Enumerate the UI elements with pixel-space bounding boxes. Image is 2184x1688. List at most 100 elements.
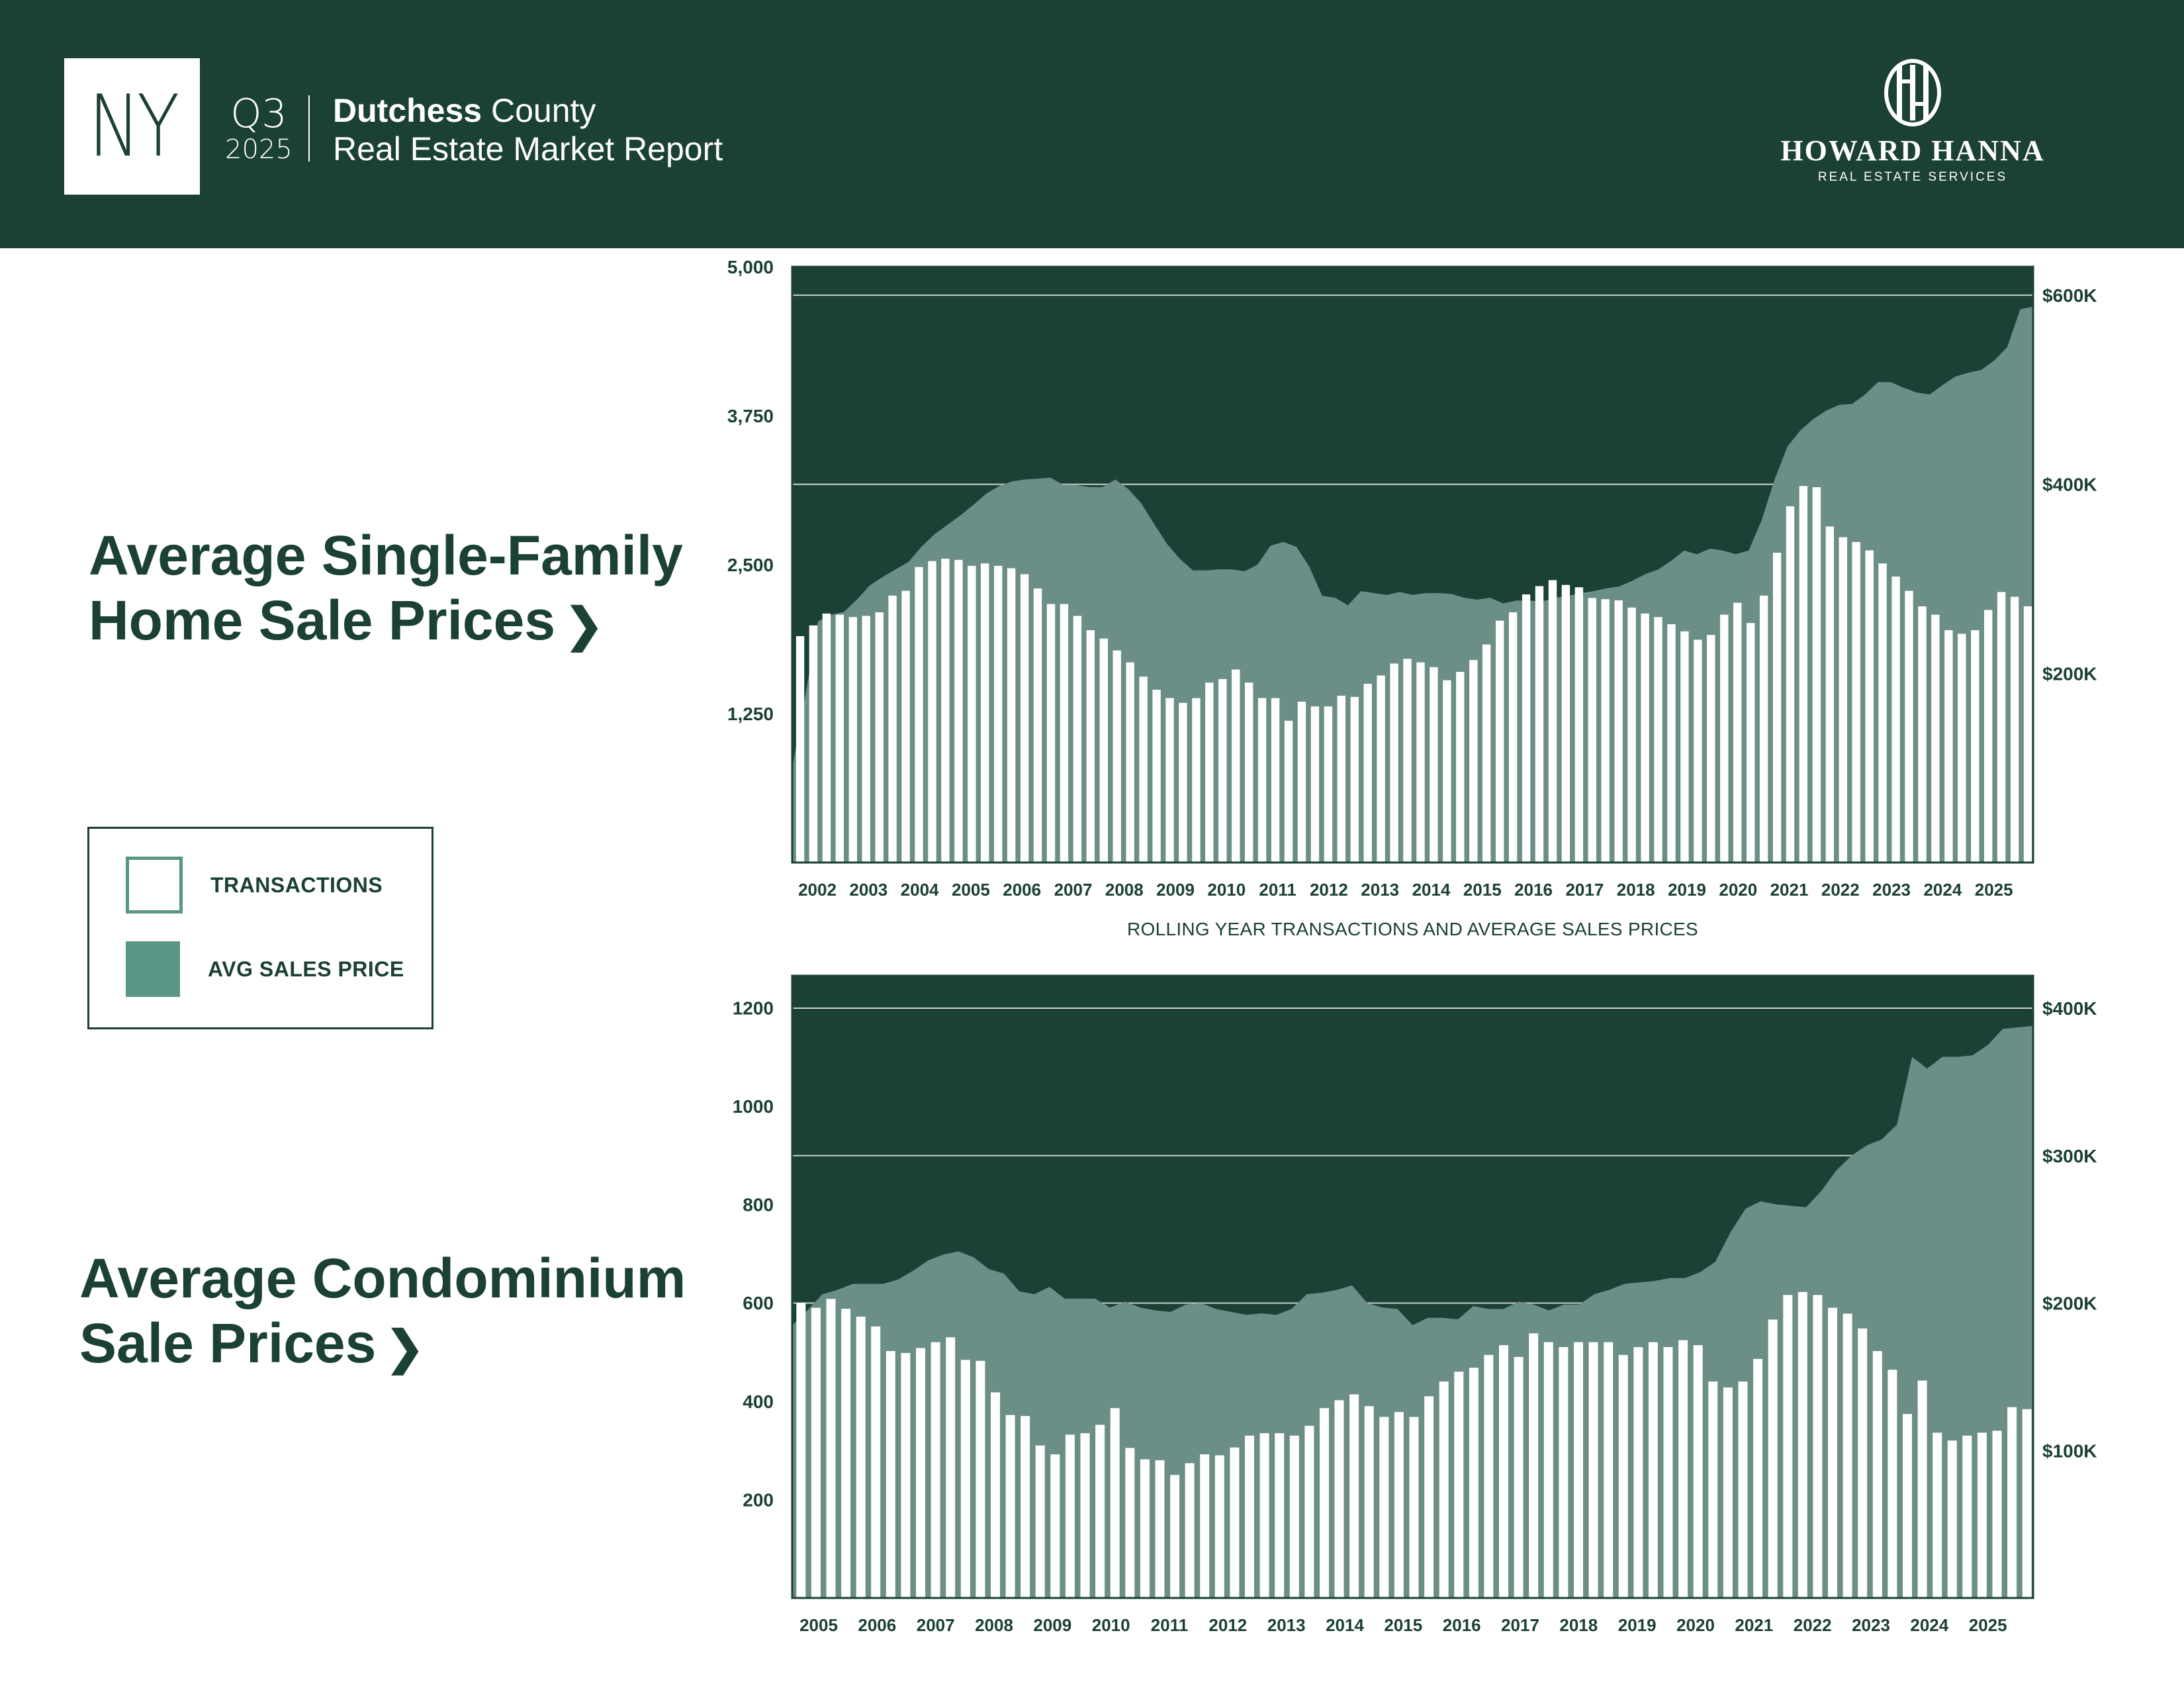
brand-logo: HOWARD HANNA REAL ESTATE SERVICES xyxy=(1760,58,2065,185)
transaction-bar xyxy=(1192,698,1201,863)
transaction-bar xyxy=(871,1326,881,1598)
transaction-bar xyxy=(994,565,1003,863)
transaction-bar xyxy=(1693,1345,1703,1598)
left-axis-tick-label: 600 xyxy=(743,1293,774,1313)
x-axis-tick-label: 2007 xyxy=(1054,880,1093,900)
transaction-bar xyxy=(1992,1430,2002,1598)
report-title: Dutchess County Real Estate Market Repor… xyxy=(333,91,723,168)
transaction-bar xyxy=(1390,663,1398,863)
transaction-bar xyxy=(981,563,989,863)
county-name: Dutchess xyxy=(333,92,482,129)
right-axis-tick-label: $200K xyxy=(2042,663,2097,684)
transaction-bar xyxy=(1891,577,1900,863)
state-badge: NY xyxy=(64,58,200,195)
x-axis-tick-label: 2019 xyxy=(1618,1615,1657,1635)
transaction-bar xyxy=(1350,696,1359,863)
left-axis-tick-label: 200 xyxy=(743,1489,774,1510)
transaction-bar xyxy=(1245,1435,1254,1598)
x-axis-tick-label: 2011 xyxy=(1151,1615,1188,1635)
transaction-bar xyxy=(1035,1445,1045,1598)
transaction-bar xyxy=(1825,526,1834,863)
legend-label-transactions: TRANSACTIONS xyxy=(210,872,383,897)
x-axis-tick-label: 2002 xyxy=(798,880,837,900)
transaction-bar xyxy=(875,612,884,863)
transaction-bar xyxy=(1903,1414,1912,1598)
legend-item-avg-price: AVG SALES PRICE xyxy=(126,941,404,997)
transaction-bar xyxy=(1931,614,1940,863)
transaction-bar xyxy=(1271,698,1280,863)
transaction-bar xyxy=(1482,644,1491,863)
header-divider xyxy=(308,95,310,162)
transaction-bar xyxy=(1469,1368,1479,1598)
transaction-bar xyxy=(1753,1358,1763,1598)
transaction-bar xyxy=(1720,614,1729,863)
transaction-bar xyxy=(1126,662,1134,863)
x-axis-tick-label: 2014 xyxy=(1412,880,1451,900)
transaction-bar xyxy=(888,595,897,863)
transaction-bar xyxy=(1813,1295,1823,1598)
transaction-bar xyxy=(1559,1347,1569,1598)
transaction-bar xyxy=(1020,574,1029,863)
x-axis-tick-label: 2003 xyxy=(849,880,887,900)
single-family-title[interactable]: Average Single-Family Home Sale Prices ❯ xyxy=(89,523,683,657)
brand-name: HOWARD HANNA xyxy=(1780,134,2045,167)
right-axis-tick-label: $400K xyxy=(2042,998,2097,1019)
transaction-bar xyxy=(1852,541,1860,863)
x-axis-tick-label: 2009 xyxy=(1033,1615,1071,1635)
transaction-bar xyxy=(835,614,844,863)
transaction-bar xyxy=(1275,1433,1285,1598)
x-axis-tick-label: 2007 xyxy=(917,1615,955,1635)
report-subtitle: Real Estate Market Report xyxy=(333,130,723,167)
x-axis-tick-label: 2020 xyxy=(1719,880,1757,900)
transaction-bar xyxy=(1259,1433,1269,1598)
county-suffix: County xyxy=(482,92,596,129)
transaction-bar xyxy=(1971,630,1979,863)
transaction-bar xyxy=(1604,1342,1614,1598)
transaction-bar xyxy=(1508,612,1518,863)
transaction-bar xyxy=(941,559,950,863)
transaction-bar xyxy=(901,1352,911,1598)
x-axis-tick-label: 2021 xyxy=(1770,880,1809,900)
x-axis-tick-label: 2006 xyxy=(1003,880,1041,900)
x-axis-tick-label: 2023 xyxy=(1872,880,1911,900)
transaction-bar xyxy=(796,1303,806,1598)
condo-title[interactable]: Average Condominium Sale Prices ❯ xyxy=(79,1246,686,1380)
transaction-bar xyxy=(1905,590,1913,863)
x-axis-tick-label: 2011 xyxy=(1259,880,1296,900)
transaction-bar xyxy=(915,567,923,863)
x-axis-tick-label: 2005 xyxy=(799,1615,838,1635)
x-axis-tick-label: 2005 xyxy=(952,880,990,900)
transaction-bar xyxy=(1535,586,1544,863)
transaction-bar xyxy=(1648,1342,1658,1598)
report-header: NY Q3 2025 Dutchess County Real Estate M… xyxy=(0,0,2184,248)
transaction-bar xyxy=(1454,1372,1464,1598)
transaction-bar xyxy=(1514,1356,1524,1598)
x-axis-tick-label: 2018 xyxy=(1617,880,1655,900)
transaction-bar xyxy=(1152,690,1161,863)
x-axis-tick-label: 2006 xyxy=(858,1615,896,1635)
transaction-bar xyxy=(960,1360,970,1598)
x-axis-tick-label: 2008 xyxy=(1105,880,1144,900)
transaction-bar xyxy=(1424,1396,1434,1598)
transaction-bar xyxy=(1430,667,1438,863)
transaction-bar xyxy=(1200,1454,1210,1598)
right-axis-tick-label: $600K xyxy=(2042,285,2097,306)
transaction-bar xyxy=(809,625,818,863)
single-family-chart: 1,250 2,500 3,750 5,000 $200K $400K $600K 2002 2… xyxy=(727,257,2097,900)
x-axis-tick-label: 2022 xyxy=(1821,880,1860,900)
transaction-bar xyxy=(1977,1432,1987,1598)
transaction-bar xyxy=(1310,706,1320,863)
x-axis-tick-label: 2017 xyxy=(1501,1615,1539,1635)
transaction-bar xyxy=(1872,1351,1882,1598)
chevron-right-icon: ❯ xyxy=(565,598,604,651)
transaction-bar xyxy=(1944,630,1953,863)
plot-frame xyxy=(791,974,2034,1599)
transaction-bar xyxy=(1772,553,1782,863)
x-axis-tick-label: 2015 xyxy=(1384,1615,1422,1635)
transaction-bar xyxy=(1588,598,1596,863)
x-axis-tick-label: 2008 xyxy=(975,1615,1013,1635)
plot-frame xyxy=(791,265,2034,864)
transaction-bar xyxy=(1205,682,1214,863)
x-axis-tick-label: 2012 xyxy=(1310,880,1348,900)
transaction-bar xyxy=(1747,623,1755,863)
